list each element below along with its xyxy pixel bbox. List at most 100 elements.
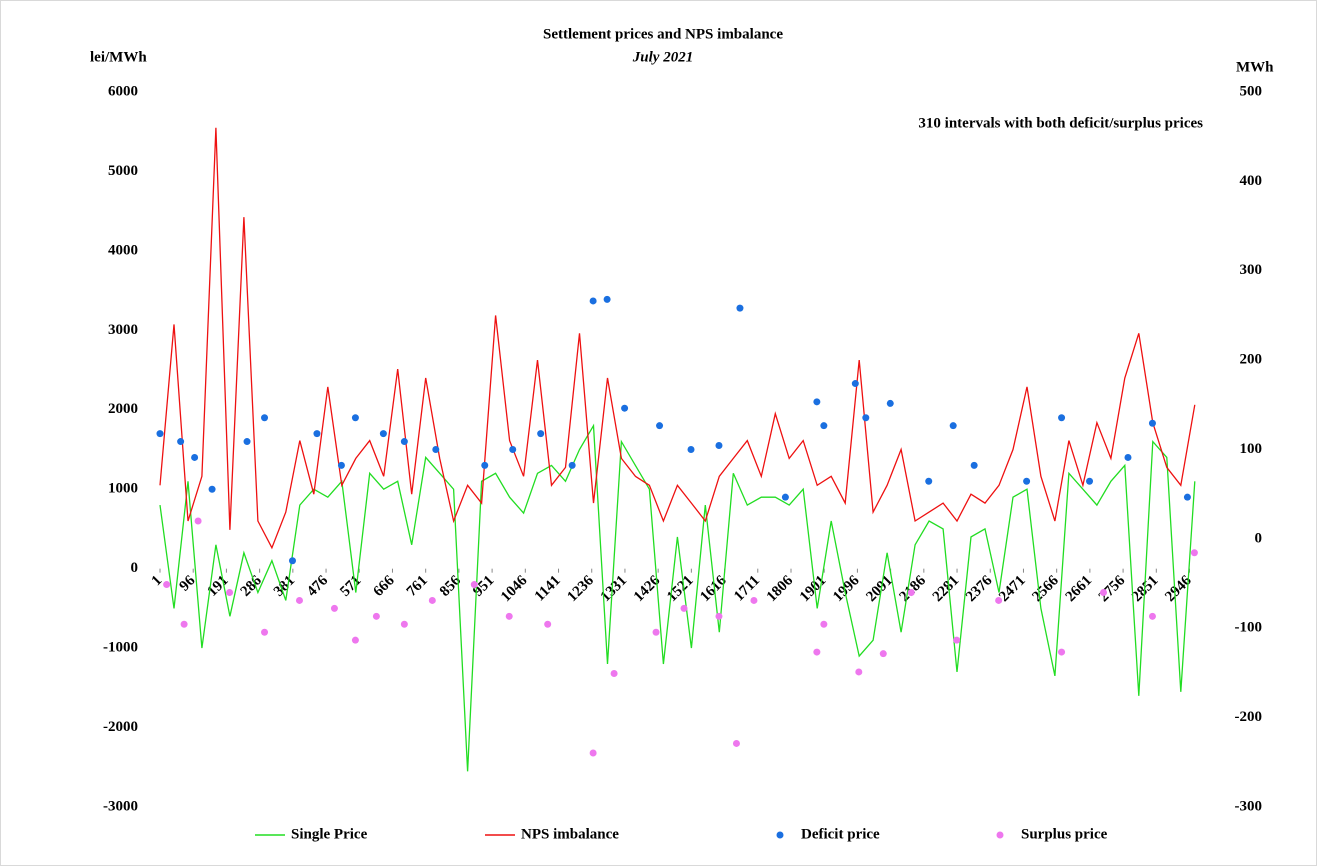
chart-subtitle: July 2021	[632, 49, 693, 65]
y2-tick-label: 400	[1240, 173, 1263, 189]
scatter-point	[226, 589, 234, 596]
scatter-point	[1086, 477, 1094, 485]
scatter-point	[855, 668, 863, 676]
y-tick-label: 1000	[108, 481, 138, 497]
scatter-point	[610, 670, 618, 678]
scatter-point	[330, 604, 338, 612]
y2-axis-label: MWh	[1236, 59, 1274, 75]
y-tick-label: 2000	[108, 401, 138, 417]
scatter-point	[813, 398, 821, 406]
scatter-point	[568, 461, 576, 469]
y-tick-label: -1000	[103, 640, 138, 656]
y-tick-label: 6000	[108, 83, 138, 99]
y-tick-label: 0	[131, 560, 139, 576]
scatter-point	[886, 399, 894, 407]
y2-tick-label: 100	[1240, 441, 1263, 457]
scatter-point	[715, 612, 723, 620]
scatter-point	[603, 295, 611, 303]
y2-tick-label: 300	[1240, 262, 1263, 278]
y2-tick-label: 500	[1240, 83, 1263, 99]
scatter-point	[813, 648, 821, 656]
scatter-point	[1183, 493, 1191, 501]
scatter-point	[261, 628, 269, 636]
scatter-point	[736, 304, 744, 312]
scatter-point	[177, 438, 185, 446]
y2-tick-label: -100	[1235, 620, 1263, 636]
annotation: 310 intervals with both deficit/surplus …	[918, 115, 1203, 131]
scatter-point	[949, 422, 957, 430]
scatter-point	[432, 446, 440, 453]
scatter-point	[687, 446, 695, 453]
y2-tick-label: -300	[1235, 798, 1263, 814]
y-tick-label: -2000	[103, 719, 138, 735]
scatter-point	[313, 430, 321, 438]
scatter-point	[481, 461, 489, 469]
scatter-point	[191, 453, 199, 461]
scatter-point	[337, 461, 345, 469]
y-axis-label: lei/MWh	[90, 49, 147, 65]
scatter-point	[621, 404, 629, 412]
y-tick-label: 4000	[108, 242, 138, 258]
scatter-point	[820, 422, 828, 430]
scatter-point	[750, 596, 758, 604]
y2-tick-label: -200	[1235, 709, 1263, 725]
scatter-point	[1148, 612, 1156, 620]
scatter-point	[925, 477, 933, 485]
legend-label: Deficit price	[801, 826, 880, 842]
scatter-point	[379, 430, 387, 438]
chart-title: Settlement prices and NPS imbalance	[543, 26, 783, 42]
scatter-point	[970, 461, 978, 469]
scatter-point	[428, 596, 436, 604]
scatter-point	[372, 612, 380, 620]
scatter-point	[400, 438, 408, 446]
scatter-point	[1190, 549, 1198, 557]
y-tick-label: -3000	[103, 798, 138, 814]
scatter-point	[781, 493, 789, 501]
scatter-point	[194, 517, 202, 525]
legend-swatch	[996, 831, 1004, 839]
scatter-point	[1148, 419, 1156, 427]
scatter-point	[351, 636, 359, 644]
scatter-point	[1100, 589, 1108, 596]
legend-swatch	[776, 831, 784, 839]
scatter-point	[509, 446, 517, 453]
legend-label: NPS imbalance	[521, 826, 619, 842]
line-series	[159, 423, 1196, 772]
y-tick-label: 3000	[108, 322, 138, 338]
scatter-point	[820, 620, 828, 628]
scatter-point	[656, 422, 664, 430]
y2-tick-label: 200	[1240, 352, 1263, 368]
legend-label: Surplus price	[1021, 826, 1108, 842]
scatter-point	[589, 749, 597, 757]
scatter-point	[953, 636, 961, 644]
scatter-point	[1124, 453, 1132, 461]
scatter-point	[470, 581, 478, 589]
scatter-point	[907, 589, 915, 596]
scatter-point	[1023, 477, 1031, 485]
scatter-point	[400, 620, 408, 628]
y-tick-label: 5000	[108, 163, 138, 179]
scatter-point	[295, 596, 303, 604]
scatter-point	[505, 612, 513, 620]
y2-tick-label: 0	[1255, 530, 1263, 546]
scatter-point	[261, 414, 269, 422]
scatter-point	[715, 442, 723, 450]
scatter-point	[879, 650, 887, 658]
scatter-point	[208, 485, 216, 493]
legend-label: Single Price	[291, 826, 368, 842]
scatter-point	[243, 438, 251, 446]
scatter-point	[589, 297, 597, 305]
scatter-point	[1058, 648, 1066, 656]
scatter-point	[288, 557, 296, 565]
scatter-point	[732, 739, 740, 747]
line-series	[159, 127, 1196, 550]
scatter-point	[995, 596, 1003, 604]
scatter-point	[163, 581, 171, 589]
scatter-point	[680, 604, 688, 612]
scatter-point	[851, 380, 859, 388]
scatter-point	[351, 414, 359, 422]
scatter-point	[156, 430, 164, 438]
scatter-point	[652, 628, 660, 636]
